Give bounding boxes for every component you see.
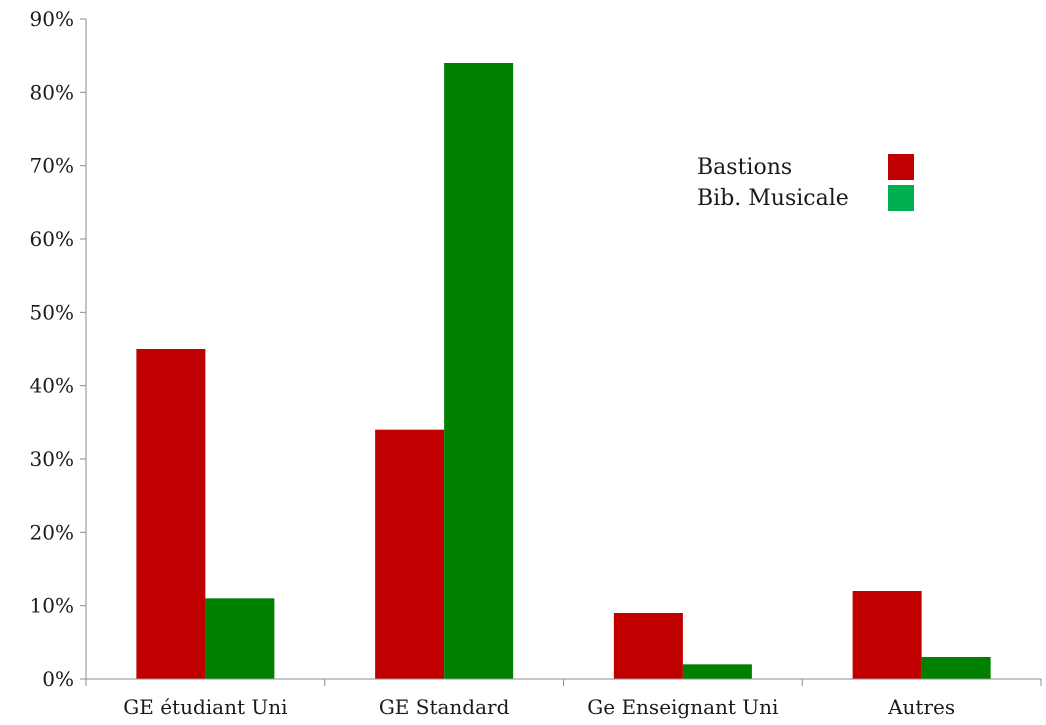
y-tick-label: 80% xyxy=(30,80,74,104)
x-axis-tick-labels: GE étudiant Uni GE Standard Ge Enseignant … xyxy=(123,695,955,719)
x-tick-label: Ge Enseignant Uni xyxy=(587,695,778,719)
bar-bib-musicale-2 xyxy=(682,664,752,679)
y-tick-label: 20% xyxy=(30,520,74,544)
y-tick-label: 0% xyxy=(42,667,74,691)
y-tick-label: 60% xyxy=(30,227,74,251)
y-tick-label: 50% xyxy=(30,300,74,324)
legend-swatch xyxy=(888,185,914,211)
bars xyxy=(136,63,991,679)
bar-bib-musicale-0 xyxy=(205,598,275,679)
legend: Bastions Bib. Musicale xyxy=(697,154,914,211)
x-tick-label: GE Standard xyxy=(379,695,510,719)
legend-swatch xyxy=(888,154,914,180)
bar-bastions-3 xyxy=(852,591,922,679)
y-tick-label: 10% xyxy=(30,594,74,618)
y-tick-label: 90% xyxy=(30,7,74,31)
y-tick-label: 40% xyxy=(30,374,74,398)
x-tick-label: Autres xyxy=(887,695,955,719)
y-axis-tick-labels: 0% 10% 20% 30% 40% 50% 60% 70% 80% 90% xyxy=(30,7,74,691)
bar-bib-musicale-3 xyxy=(921,657,991,679)
x-tick-label: GE étudiant Uni xyxy=(123,695,287,719)
bar-bastions-2 xyxy=(613,613,683,679)
axes xyxy=(80,18,1042,686)
bar-bastions-1 xyxy=(375,429,445,679)
bar-bib-musicale-1 xyxy=(444,63,514,679)
legend-label: Bib. Musicale xyxy=(697,186,849,211)
y-tick-label: 70% xyxy=(30,154,74,178)
legend-label: Bastions xyxy=(697,155,792,180)
bar-bastions-0 xyxy=(136,349,206,679)
y-tick-label: 30% xyxy=(30,447,74,471)
